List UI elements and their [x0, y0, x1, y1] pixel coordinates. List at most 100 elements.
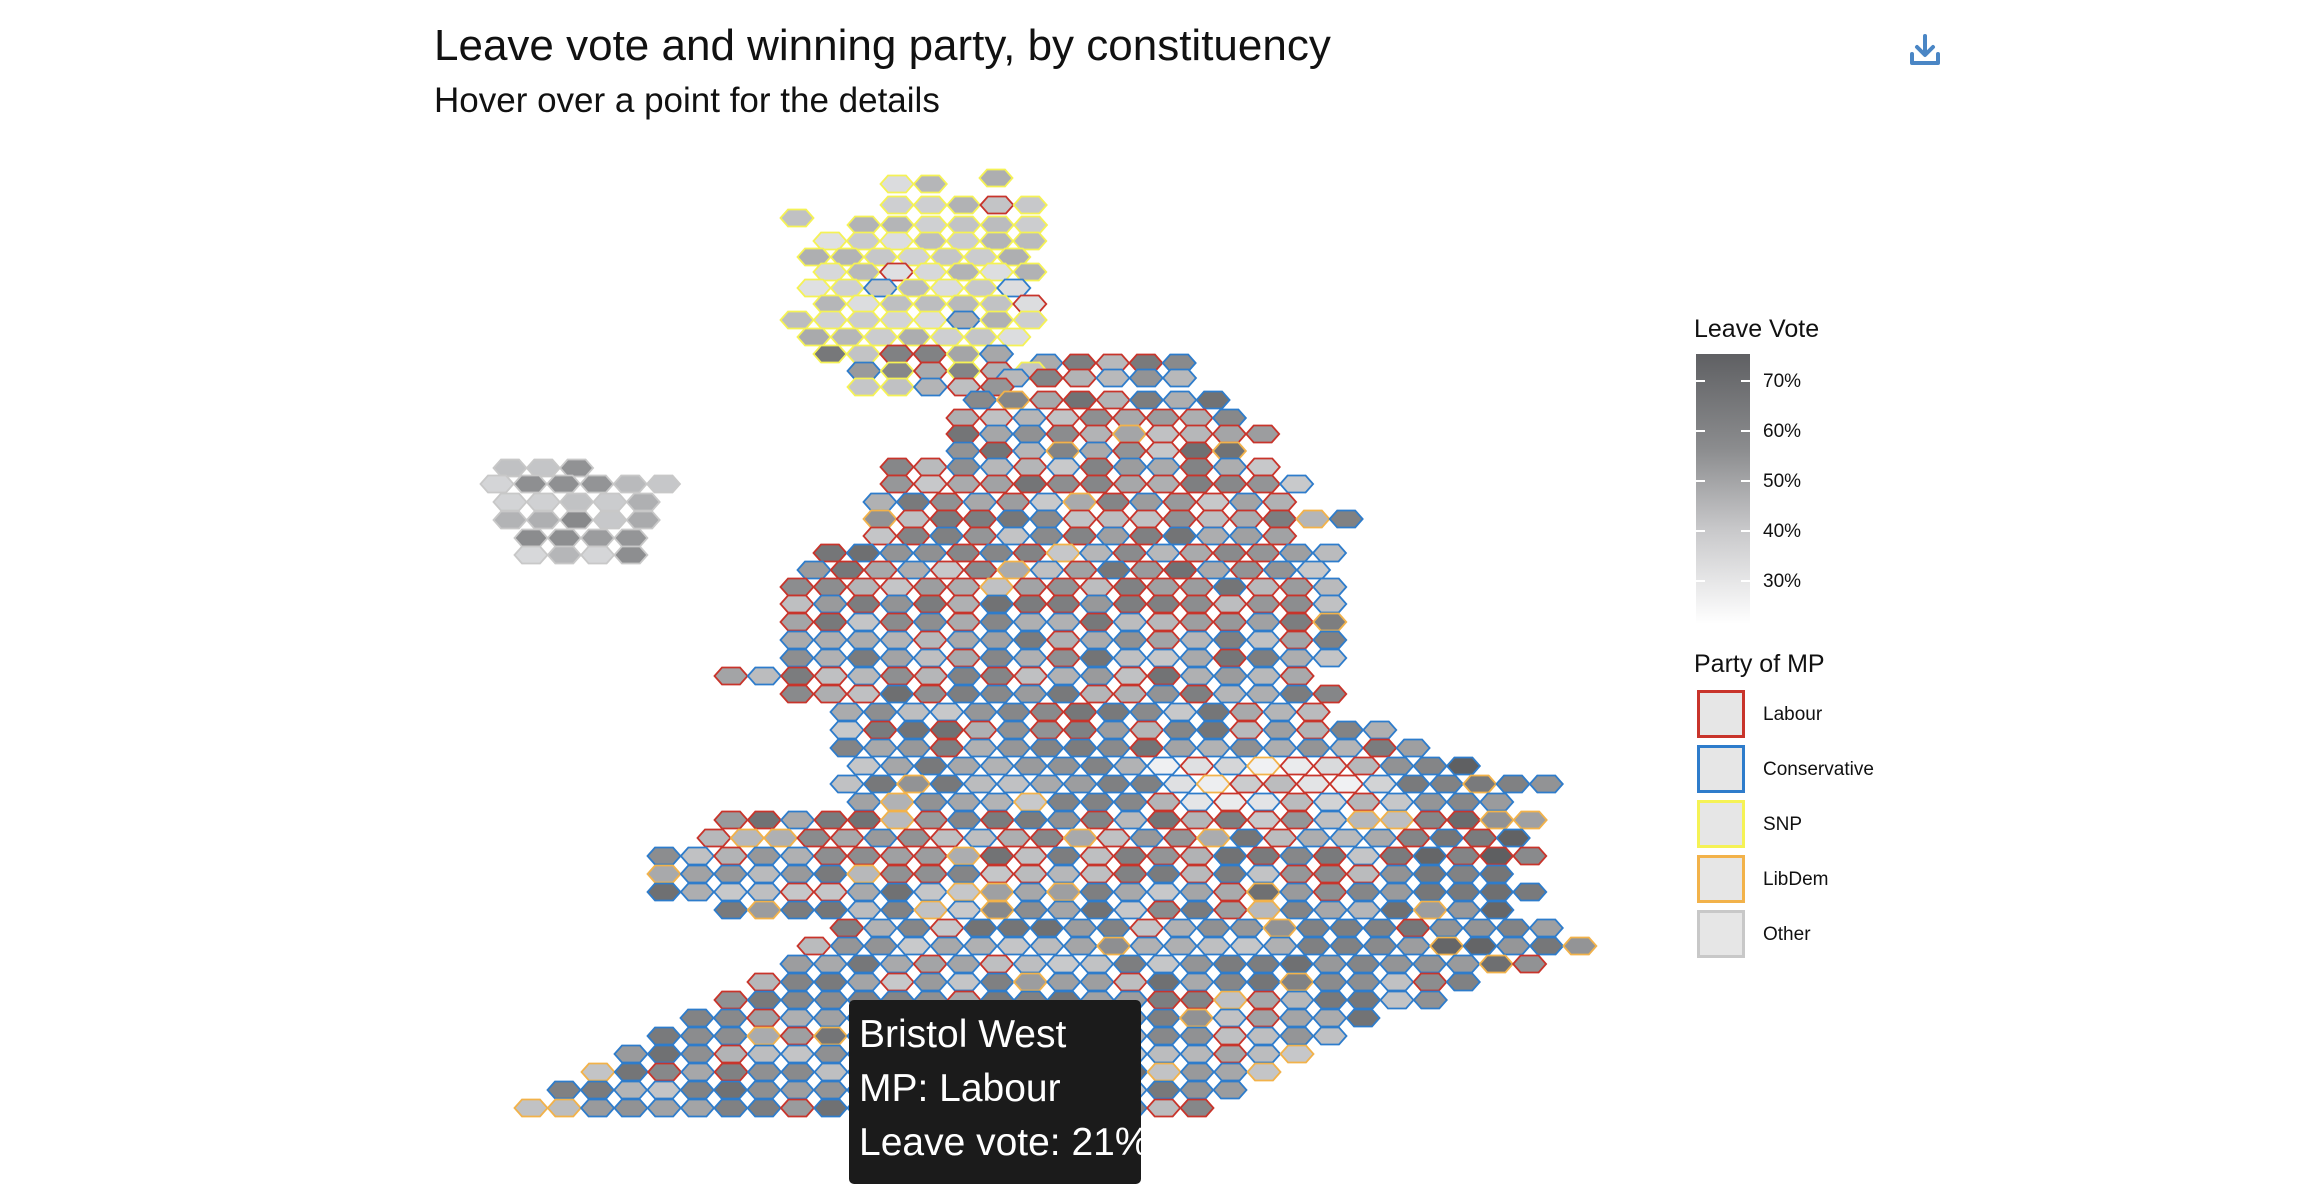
- legend-swatch-labour[interactable]: [1697, 690, 1745, 738]
- constituency-hex[interactable]: [1212, 972, 1248, 992]
- constituency-hex[interactable]: [625, 510, 661, 530]
- constituency-hex[interactable]: [995, 390, 1032, 410]
- constituency-hex[interactable]: [713, 1044, 749, 1064]
- constituency-hex[interactable]: [1129, 828, 1165, 848]
- constituency-hex[interactable]: [1179, 972, 1215, 992]
- constituency-hex[interactable]: [1195, 720, 1232, 740]
- constituency-hex[interactable]: [812, 648, 849, 668]
- constituency-hex[interactable]: [945, 882, 982, 902]
- constituency-hex[interactable]: [862, 509, 898, 529]
- constituency-hex[interactable]: [1212, 474, 1248, 494]
- constituency-hex[interactable]: [879, 630, 915, 650]
- constituency-hex[interactable]: [978, 441, 1015, 461]
- constituency-hex[interactable]: [1145, 684, 1182, 704]
- constituency-hex[interactable]: [679, 1098, 716, 1118]
- constituency-hex[interactable]: [1245, 756, 1282, 776]
- constituency-hex[interactable]: [879, 792, 916, 812]
- constituency-hex[interactable]: [1228, 526, 1265, 546]
- constituency-hex[interactable]: [1512, 810, 1548, 830]
- constituency-hex[interactable]: [1245, 457, 1282, 477]
- constituency-hex[interactable]: [1095, 526, 1131, 546]
- constituency-hex[interactable]: [845, 954, 882, 974]
- constituency-hex[interactable]: [525, 458, 562, 478]
- constituency-hex[interactable]: [995, 702, 1032, 722]
- constituency-hex[interactable]: [1178, 1080, 1215, 1100]
- constituency-hex[interactable]: [613, 1062, 650, 1082]
- constituency-hex[interactable]: [846, 810, 882, 830]
- constituency-hex[interactable]: [1045, 684, 1082, 704]
- constituency-hex[interactable]: [1029, 702, 1065, 722]
- constituency-hex[interactable]: [779, 594, 815, 614]
- constituency-hex[interactable]: [945, 612, 982, 632]
- constituency-hex[interactable]: [1412, 882, 1448, 902]
- constituency-hex[interactable]: [1012, 882, 1049, 902]
- constituency-hex[interactable]: [979, 457, 1015, 477]
- constituency-hex[interactable]: [1095, 509, 1131, 529]
- constituency-hex[interactable]: [1178, 1008, 1215, 1028]
- constituency-hex[interactable]: [1146, 666, 1182, 686]
- constituency-hex[interactable]: [1179, 1026, 1215, 1046]
- legend-swatch-snp[interactable]: [1697, 800, 1745, 848]
- constituency-hex[interactable]: [1228, 509, 1265, 529]
- constituency-hex[interactable]: [946, 666, 982, 686]
- constituency-hex[interactable]: [979, 864, 1015, 884]
- constituency-hex[interactable]: [1245, 882, 1282, 902]
- constituency-hex[interactable]: [1062, 936, 1099, 956]
- constituency-hex[interactable]: [979, 954, 1015, 974]
- constituency-hex[interactable]: [845, 262, 882, 282]
- constituency-hex[interactable]: [1378, 954, 1415, 974]
- constituency-hex[interactable]: [646, 1026, 682, 1046]
- constituency-hex[interactable]: [962, 738, 998, 758]
- constituency-hex[interactable]: [1079, 810, 1116, 830]
- constituency-hex[interactable]: [912, 262, 948, 282]
- constituency-hex[interactable]: [1395, 774, 1431, 794]
- constituency-hex[interactable]: [1345, 972, 1382, 992]
- constituency-hex[interactable]: [912, 457, 949, 477]
- constituency-hex[interactable]: [945, 474, 982, 494]
- constituency-hex[interactable]: [1062, 390, 1098, 410]
- constituency-hex[interactable]: [1145, 1098, 1182, 1118]
- constituency-hex[interactable]: [1379, 990, 1415, 1010]
- constituency-hex[interactable]: [1495, 918, 1531, 938]
- constituency-hex[interactable]: [1079, 792, 1115, 812]
- constituency-hex[interactable]: [1128, 492, 1165, 512]
- constituency-hex[interactable]: [1011, 441, 1048, 461]
- constituency-hex[interactable]: [612, 474, 648, 494]
- constituency-hex[interactable]: [1146, 900, 1182, 920]
- constituency-hex[interactable]: [995, 492, 1031, 512]
- constituency-hex[interactable]: [1329, 936, 1365, 956]
- constituency-hex[interactable]: [1045, 594, 1082, 614]
- constituency-hex[interactable]: [996, 560, 1032, 580]
- constituency-hex[interactable]: [1345, 864, 1382, 884]
- constituency-hex[interactable]: [1262, 738, 1298, 758]
- constituency-hex[interactable]: [946, 972, 982, 992]
- constituency-hex[interactable]: [1112, 900, 1149, 920]
- constituency-hex[interactable]: [1045, 846, 1082, 866]
- constituency-hex[interactable]: [1412, 810, 1449, 830]
- constituency-hex[interactable]: [1178, 408, 1214, 428]
- constituency-hex[interactable]: [1245, 1026, 1282, 1046]
- constituency-hex[interactable]: [1461, 774, 1498, 794]
- constituency-hex[interactable]: [912, 954, 948, 974]
- constituency-hex[interactable]: [1128, 509, 1165, 529]
- constituency-hex[interactable]: [1195, 509, 1231, 529]
- constituency-hex[interactable]: [846, 864, 882, 884]
- constituency-hex[interactable]: [1112, 864, 1148, 884]
- constituency-hex[interactable]: [945, 630, 982, 650]
- constituency-hex[interactable]: [1062, 492, 1098, 512]
- constituency-hex[interactable]: [1345, 882, 1382, 902]
- constituency-hex[interactable]: [646, 1044, 683, 1064]
- constituency-hex[interactable]: [1312, 630, 1348, 650]
- constituency-hex[interactable]: [1178, 684, 1215, 704]
- constituency-hex[interactable]: [1212, 1080, 1248, 1100]
- constituency-hex[interactable]: [1062, 918, 1098, 938]
- constituency-hex[interactable]: [1262, 828, 1298, 848]
- constituency-hex[interactable]: [1111, 424, 1148, 444]
- constituency-hex[interactable]: [879, 756, 916, 776]
- constituency-hex[interactable]: [895, 526, 932, 546]
- constituency-hex[interactable]: [879, 474, 915, 494]
- constituency-hex[interactable]: [1245, 594, 1281, 614]
- constituency-hex[interactable]: [946, 215, 982, 235]
- constituency-hex[interactable]: [946, 810, 982, 830]
- constituency-hex[interactable]: [846, 900, 882, 920]
